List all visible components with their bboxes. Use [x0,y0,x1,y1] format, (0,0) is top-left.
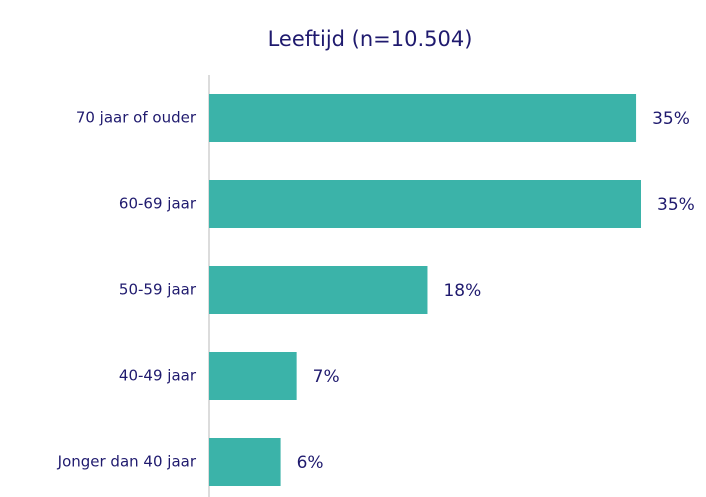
category-label: Jonger dan 40 jaar [57,453,197,471]
chart-title: Leeftijd (n=10.504) [268,27,473,51]
category-label: 60-69 jaar [119,195,197,213]
bar [209,266,428,314]
value-label: 35% [652,109,690,129]
bar [209,438,281,486]
value-label: 18% [443,281,481,301]
category-label: 70 jaar of ouder [76,109,197,127]
value-label: 35% [657,195,695,215]
bar [209,352,297,400]
bar [209,94,637,142]
value-label: 6% [297,453,324,473]
category-label: 40-49 jaar [119,367,197,385]
category-label: 50-59 jaar [119,281,197,299]
bar [209,180,641,228]
value-label: 7% [313,367,340,387]
